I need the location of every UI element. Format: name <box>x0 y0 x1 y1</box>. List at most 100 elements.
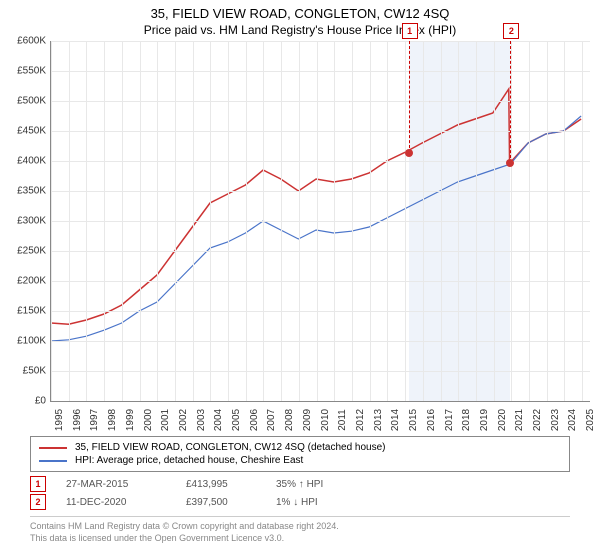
y-axis-label: £250K <box>1 246 46 257</box>
price-chart: £0£50K£100K£150K£200K£250K£300K£350K£400… <box>50 41 590 402</box>
y-axis-label: £600K <box>1 36 46 47</box>
x-axis-label: 2013 <box>373 409 384 431</box>
x-axis-label: 2024 <box>567 409 578 431</box>
x-axis-label: 2008 <box>284 409 295 431</box>
x-axis-label: 2018 <box>461 409 472 431</box>
legend-box: 35, FIELD VIEW ROAD, CONGLETON, CW12 4SQ… <box>30 436 570 472</box>
sale-date: 11-DEC-2020 <box>66 497 186 508</box>
gridline-h <box>51 251 590 252</box>
gridline-v <box>441 41 442 401</box>
marker-dot-icon <box>506 159 514 167</box>
gridline-v <box>564 41 565 401</box>
gridline-v <box>228 41 229 401</box>
x-axis-label: 1998 <box>107 409 118 431</box>
sale-price: £413,995 <box>186 479 276 490</box>
gridline-v <box>246 41 247 401</box>
sale-record: 1 27-MAR-2015 £413,995 35% ↑ HPI <box>30 476 570 492</box>
x-axis-label: 1999 <box>125 409 136 431</box>
gridline-v <box>405 41 406 401</box>
gridline-h <box>51 311 590 312</box>
x-axis-label: 2004 <box>213 409 224 431</box>
y-axis-label: £200K <box>1 276 46 287</box>
x-axis-label: 2017 <box>444 409 455 431</box>
marker-badge: 2 <box>503 23 519 39</box>
y-axis-label: £300K <box>1 216 46 227</box>
gridline-v <box>69 41 70 401</box>
sale-pct-vs-hpi: 35% ↑ HPI <box>276 479 366 490</box>
gridline-h <box>51 221 590 222</box>
gridline-v <box>210 41 211 401</box>
gridline-h <box>51 101 590 102</box>
gridline-v <box>458 41 459 401</box>
footer-line: This data is licensed under the Open Gov… <box>30 533 570 545</box>
gridline-v <box>370 41 371 401</box>
x-axis-label: 2019 <box>479 409 490 431</box>
sale-price: £397,500 <box>186 497 276 508</box>
x-axis-label: 2009 <box>302 409 313 431</box>
x-axis-label: 2003 <box>196 409 207 431</box>
footer-line: Contains HM Land Registry data © Crown c… <box>30 521 570 533</box>
gridline-v <box>423 41 424 401</box>
gridline-v <box>51 41 52 401</box>
y-axis-label: £100K <box>1 336 46 347</box>
legend-label: 35, FIELD VIEW ROAD, CONGLETON, CW12 4SQ… <box>75 442 385 453</box>
gridline-v <box>387 41 388 401</box>
sale-marker-icon: 2 <box>30 494 46 510</box>
sale-date: 27-MAR-2015 <box>66 479 186 490</box>
gridline-v <box>547 41 548 401</box>
y-axis-label: £50K <box>1 366 46 377</box>
legend-item: 35, FIELD VIEW ROAD, CONGLETON, CW12 4SQ… <box>39 441 561 454</box>
gridline-v <box>352 41 353 401</box>
y-axis-label: £550K <box>1 66 46 77</box>
x-axis-label: 2023 <box>550 409 561 431</box>
x-axis-label: 2010 <box>320 409 331 431</box>
gridline-v <box>263 41 264 401</box>
x-axis-label: 2011 <box>337 409 348 431</box>
gridline-v <box>476 41 477 401</box>
y-axis-label: £350K <box>1 186 46 197</box>
x-axis-label: 2007 <box>266 409 277 431</box>
y-axis-label: £150K <box>1 306 46 317</box>
gridline-v <box>529 41 530 401</box>
marker-dot-icon <box>405 149 413 157</box>
legend-label: HPI: Average price, detached house, Ches… <box>75 455 303 466</box>
gridline-h <box>51 341 590 342</box>
sale-pct-vs-hpi: 1% ↓ HPI <box>276 497 366 508</box>
gridline-v <box>494 41 495 401</box>
marker-badge: 1 <box>402 23 418 39</box>
y-axis-label: £450K <box>1 126 46 137</box>
marker-line <box>510 41 511 163</box>
gridline-v <box>334 41 335 401</box>
x-axis-label: 2012 <box>355 409 366 431</box>
x-axis-label: 2021 <box>514 409 525 431</box>
gridline-v <box>193 41 194 401</box>
x-axis-label: 2015 <box>408 409 419 431</box>
page-title: 35, FIELD VIEW ROAD, CONGLETON, CW12 4SQ <box>0 0 600 21</box>
x-axis-label: 2006 <box>249 409 260 431</box>
gridline-v <box>317 41 318 401</box>
x-axis-label: 2005 <box>231 409 242 431</box>
gridline-h <box>51 41 590 42</box>
gridline-v <box>104 41 105 401</box>
legend-item: HPI: Average price, detached house, Ches… <box>39 454 561 467</box>
sale-marker-icon: 1 <box>30 476 46 492</box>
y-axis-label: £500K <box>1 96 46 107</box>
y-axis-label: £0 <box>1 396 46 407</box>
gridline-h <box>51 281 590 282</box>
x-axis-label: 2016 <box>426 409 437 431</box>
footer-attribution: Contains HM Land Registry data © Crown c… <box>30 516 570 544</box>
gridline-h <box>51 191 590 192</box>
gridline-v <box>157 41 158 401</box>
gridline-h <box>51 71 590 72</box>
x-axis-label: 2002 <box>178 409 189 431</box>
x-axis-label: 2022 <box>532 409 543 431</box>
gridline-v <box>511 41 512 401</box>
gridline-v <box>299 41 300 401</box>
x-axis-label: 2025 <box>585 409 596 431</box>
gridline-v <box>175 41 176 401</box>
x-axis-label: 2001 <box>160 409 171 431</box>
x-axis-label: 1997 <box>89 409 100 431</box>
legend-swatch-icon <box>39 460 67 462</box>
marker-line <box>409 41 410 153</box>
x-axis-label: 1995 <box>54 409 65 431</box>
